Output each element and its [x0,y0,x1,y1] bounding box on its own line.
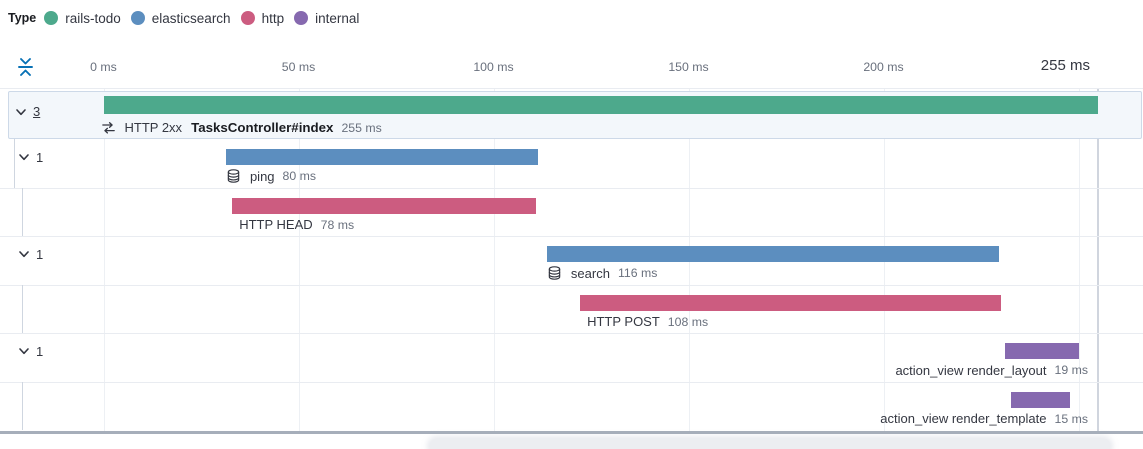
legend-label: rails-todo [65,10,121,26]
bar-label-action-view-render-template: action_view render_template 15 ms [880,410,1088,427]
duration-label: 19 ms [1054,363,1089,377]
axis-tick-100ms: 100 ms [473,60,514,74]
gridline-255ms [1097,88,1099,431]
chevron-down-icon [13,104,29,120]
gridline-50ms [298,88,300,431]
legend-item-elasticsearch: elasticsearch [130,10,231,26]
span-bar-http-head[interactable] [232,197,537,214]
toggle-children-action-view-render-layout[interactable]: 1 [16,343,43,359]
span-bar-ping[interactable] [225,149,538,165]
transaction-name: TasksController#index [191,120,334,135]
transaction-bar-taskscontroller-index[interactable] [103,96,1098,114]
duration-label: 78 ms [320,217,355,232]
row-divider [0,381,1143,383]
duration-label: 15 ms [1054,411,1089,426]
span-bar-action-view-render-template[interactable] [1011,391,1070,408]
span-name: HTTP HEAD [239,217,313,232]
fold-icon [16,56,35,78]
legend-item-internal: internal [294,11,359,26]
span-bar-action-view-render-layout[interactable] [1005,343,1080,359]
legend-items: rails-todo elasticsearch http internal [44,11,369,26]
panel-shadow [430,439,1110,449]
legend-item-http: http [240,10,285,26]
indent-guide [22,381,23,430]
span-name: search [570,265,610,281]
axis-tick-0ms: 0 ms [90,60,117,74]
duration-label: 116 ms [617,266,658,280]
collapse-all-button[interactable] [12,54,38,82]
child-count[interactable]: 1 [36,149,44,165]
legend-dot-elasticsearch [130,11,145,25]
gridline-0ms [103,88,105,431]
axis-tick-200ms: 200 ms [863,60,904,74]
row-divider [0,284,1143,286]
span-name: HTTP POST [587,314,660,329]
result-badge: HTTP 2xx [124,120,183,135]
axis-tick-150ms: 150 ms [668,60,709,74]
span-name: action_view render_template [880,411,1047,426]
span-name: ping [249,168,275,184]
bar-label-ping: ping 80 ms [226,168,316,185]
toggle-children-taskscontroller-index[interactable]: 3 [13,104,40,120]
duration-label: 80 ms [282,169,317,183]
horizontal-scrollbar[interactable] [0,431,1143,434]
duration-label: 108 ms [667,314,709,329]
legend-dot-http [240,11,255,25]
legend-item-rails-todo: rails-todo [44,11,121,26]
span-bar-http-post[interactable] [580,294,1002,311]
chevron-down-icon [16,149,32,165]
bar-label-action-view-render-layout: action_view render_layout 19 ms [895,362,1088,379]
legend-label: http [261,10,285,26]
legend-dot-rails-todo [44,11,59,25]
toggle-children-search[interactable]: 1 [16,246,43,262]
chevron-down-icon [16,343,32,359]
legend-label: elasticsearch [151,10,231,26]
row-divider [0,88,1143,89]
legend-title: Type [8,11,37,25]
bar-label-search: search 116 ms [547,265,657,282]
indent-guide [22,187,23,236]
gridline-250ms [1078,88,1080,431]
child-count[interactable]: 1 [36,343,44,359]
trace-type-legend: Type rails-todo elasticsearch http internal [8,9,369,27]
legend-label: internal [315,10,360,26]
database-icon [226,168,241,184]
indent-guide [13,139,15,188]
span-name: action_view render_layout [895,362,1047,378]
bar-label-http-head: HTTP HEAD 78 ms [239,216,354,233]
gridline-100ms [493,88,495,431]
span-bar-search[interactable] [546,246,1000,262]
bar-label-taskscontroller-index: HTTP 2xx TasksController#index 255 ms [101,119,382,136]
transaction-icon [101,120,116,136]
axis-tick-255ms: 255 ms [1040,57,1090,74]
row-divider [0,333,1143,334]
bar-label-http-post: HTTP POST 108 ms [587,313,708,330]
toggle-children-ping[interactable]: 1 [16,149,43,165]
legend-dot-internal [294,11,309,25]
row-divider [0,236,1143,237]
database-icon [547,265,562,281]
indent-guide [22,284,23,333]
child-count[interactable]: 1 [36,246,44,262]
chevron-down-icon [16,246,32,262]
axis-tick-50ms: 50 ms [281,60,316,74]
child-count[interactable]: 3 [33,104,41,119]
row-divider [0,187,1143,189]
duration-label: 255 ms [341,120,382,135]
